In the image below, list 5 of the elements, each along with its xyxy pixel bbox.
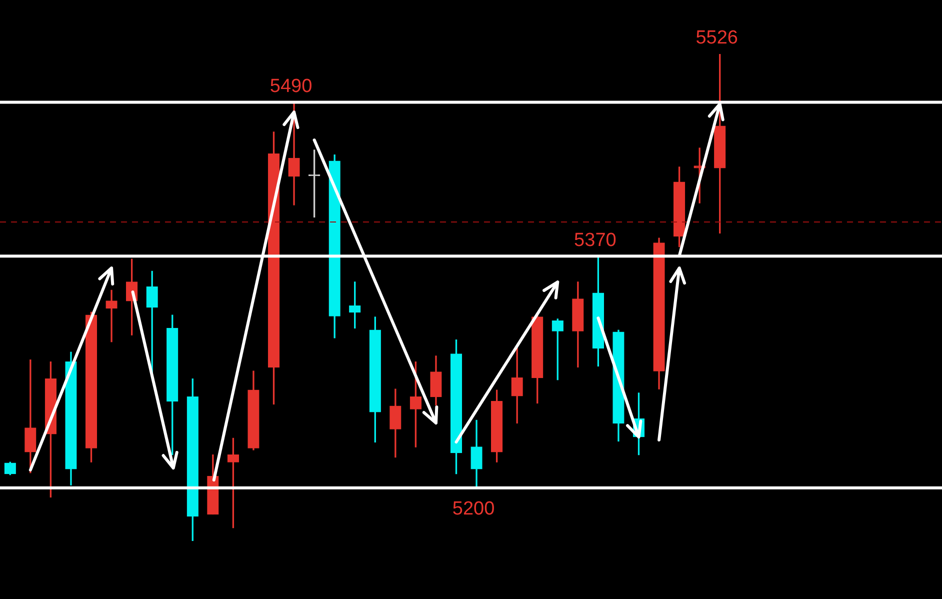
annotation: 5490: [270, 76, 312, 97]
candlestick: [106, 290, 118, 342]
annotation: 5370: [574, 230, 616, 251]
annotation: 5526: [696, 28, 738, 49]
annotation: 5200: [452, 498, 495, 520]
